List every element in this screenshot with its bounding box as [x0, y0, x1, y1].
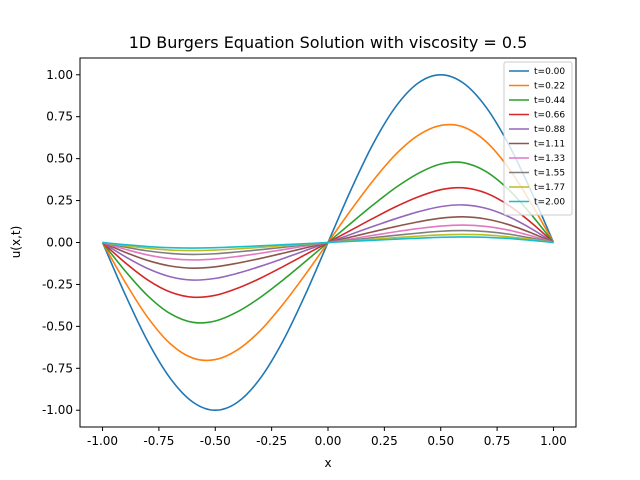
legend-entry: t=1.55	[534, 169, 565, 179]
x-tick-label: -0.50	[200, 434, 231, 448]
y-axis: -1.00 -0.75 -0.50 -0.25 0.00 0.25 0.50 0.75 1.00	[42, 68, 80, 417]
legend-entry: t=0.88	[534, 125, 565, 135]
x-axis-label: x	[324, 456, 331, 470]
legend-entry: t=1.33	[534, 154, 565, 164]
legend-entry: t=0.44	[534, 96, 565, 106]
legend: t=0.00 t=0.22 t=0.44 t=0.66 t=0.88 t=1.11 t=1.…	[503, 61, 573, 216]
x-tick-label: 1.00	[540, 434, 567, 448]
y-tick-label: 1.00	[46, 68, 73, 82]
y-tick-label: -0.25	[42, 277, 73, 291]
axes-frame	[79, 57, 577, 428]
y-axis-label: u(x,t)	[9, 226, 23, 259]
x-tick-label: -0.25	[256, 434, 287, 448]
y-tick-label: 0.00	[46, 236, 73, 250]
chart-title: 1D Burgers Equation Solution with viscos…	[129, 33, 528, 52]
y-tick-label: -0.75	[42, 361, 73, 375]
legend-entry: t=1.11	[534, 140, 565, 150]
x-tick-label: 0.25	[371, 434, 398, 448]
legend-entry: t=1.77	[534, 183, 565, 193]
legend-entry: t=2.00	[534, 198, 565, 208]
x-tick-label: 0.50	[427, 434, 454, 448]
y-tick-label: 0.75	[46, 110, 73, 124]
y-tick-label: 0.25	[46, 194, 73, 208]
x-tick-label: 0.75	[484, 434, 511, 448]
y-tick-label: -0.50	[42, 319, 73, 333]
y-tick-label: -1.00	[42, 403, 73, 417]
y-tick-label: 0.50	[46, 152, 73, 166]
x-tick-label: 0.00	[315, 434, 342, 448]
x-tick-label: -1.00	[87, 434, 118, 448]
series-line-9	[102, 236, 554, 249]
x-tick-label: -0.75	[143, 434, 174, 448]
plot-area	[101, 73, 555, 412]
legend-entry: t=0.66	[534, 111, 565, 121]
legend-entry: t=0.00	[534, 67, 565, 77]
x-axis: -1.00 -0.75 -0.50 -0.25 0.00 0.25 0.50 0.75 1.00	[87, 427, 567, 448]
legend-entry: t=0.22	[534, 82, 565, 92]
